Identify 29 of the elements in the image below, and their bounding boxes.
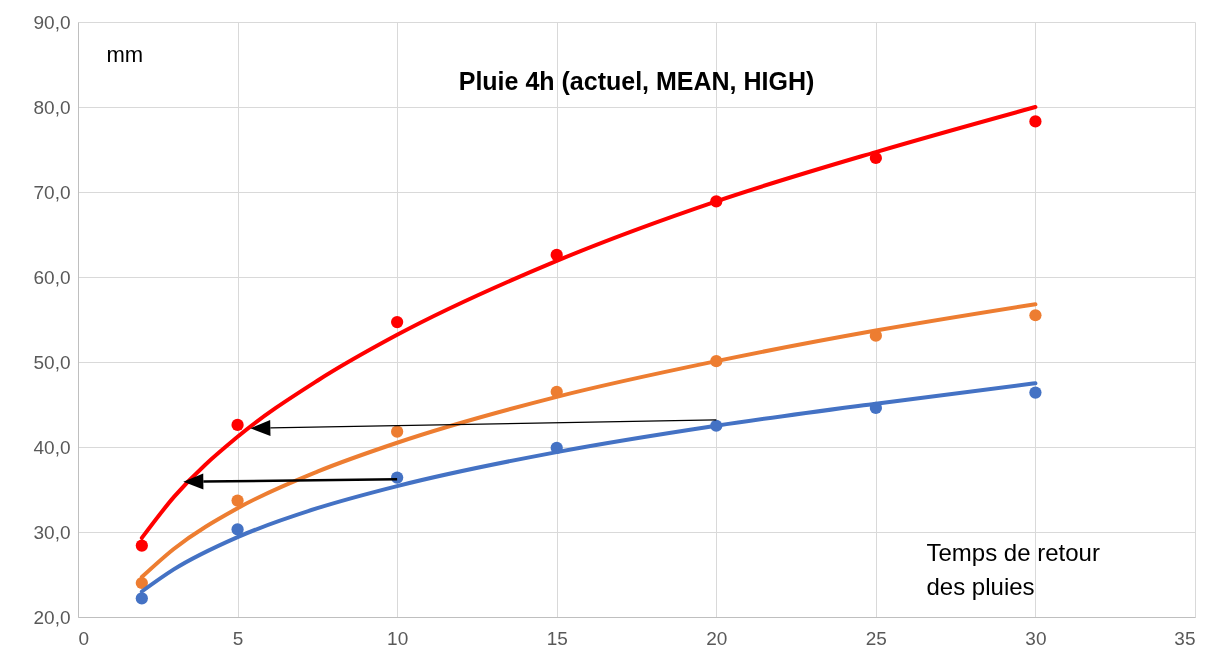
y-tick-label: 30,0 [33, 521, 71, 543]
point [1029, 309, 1042, 322]
x-tick-label: 10 [387, 627, 409, 649]
y-tick-label: 90,0 [33, 11, 71, 33]
x-tick-label: 20 [706, 627, 728, 649]
text: Pluie 4h (actuel, MEAN, HIGH) [458, 67, 815, 95]
point [135, 592, 148, 605]
point [231, 523, 244, 536]
point [391, 315, 404, 329]
point [135, 539, 148, 552]
x-tick-label: 5 [232, 627, 244, 649]
point [1029, 115, 1042, 128]
y-tick-label: 50,0 [33, 351, 71, 373]
point [391, 425, 404, 438]
point [231, 418, 244, 432]
x-axis-title: Temps de retour des pluies [926, 538, 1100, 600]
y-tick-label: 60,0 [33, 266, 71, 288]
y-tick-label: 40,0 [33, 436, 71, 458]
y-tick-label: 20,0 [33, 606, 71, 628]
x-tick-label: 35 [1174, 627, 1196, 649]
x-tick-label: 25 [865, 627, 887, 649]
y-axis-title: mm [106, 41, 144, 67]
y-tick-label: 80,0 [33, 96, 71, 118]
x-tick-label: 0 [78, 627, 90, 649]
point [231, 494, 244, 507]
x-tick-label: 30 [1025, 627, 1047, 649]
point [1029, 386, 1042, 399]
y-tick-label: 70,0 [33, 181, 71, 203]
x-tick-label: 15 [546, 627, 568, 649]
